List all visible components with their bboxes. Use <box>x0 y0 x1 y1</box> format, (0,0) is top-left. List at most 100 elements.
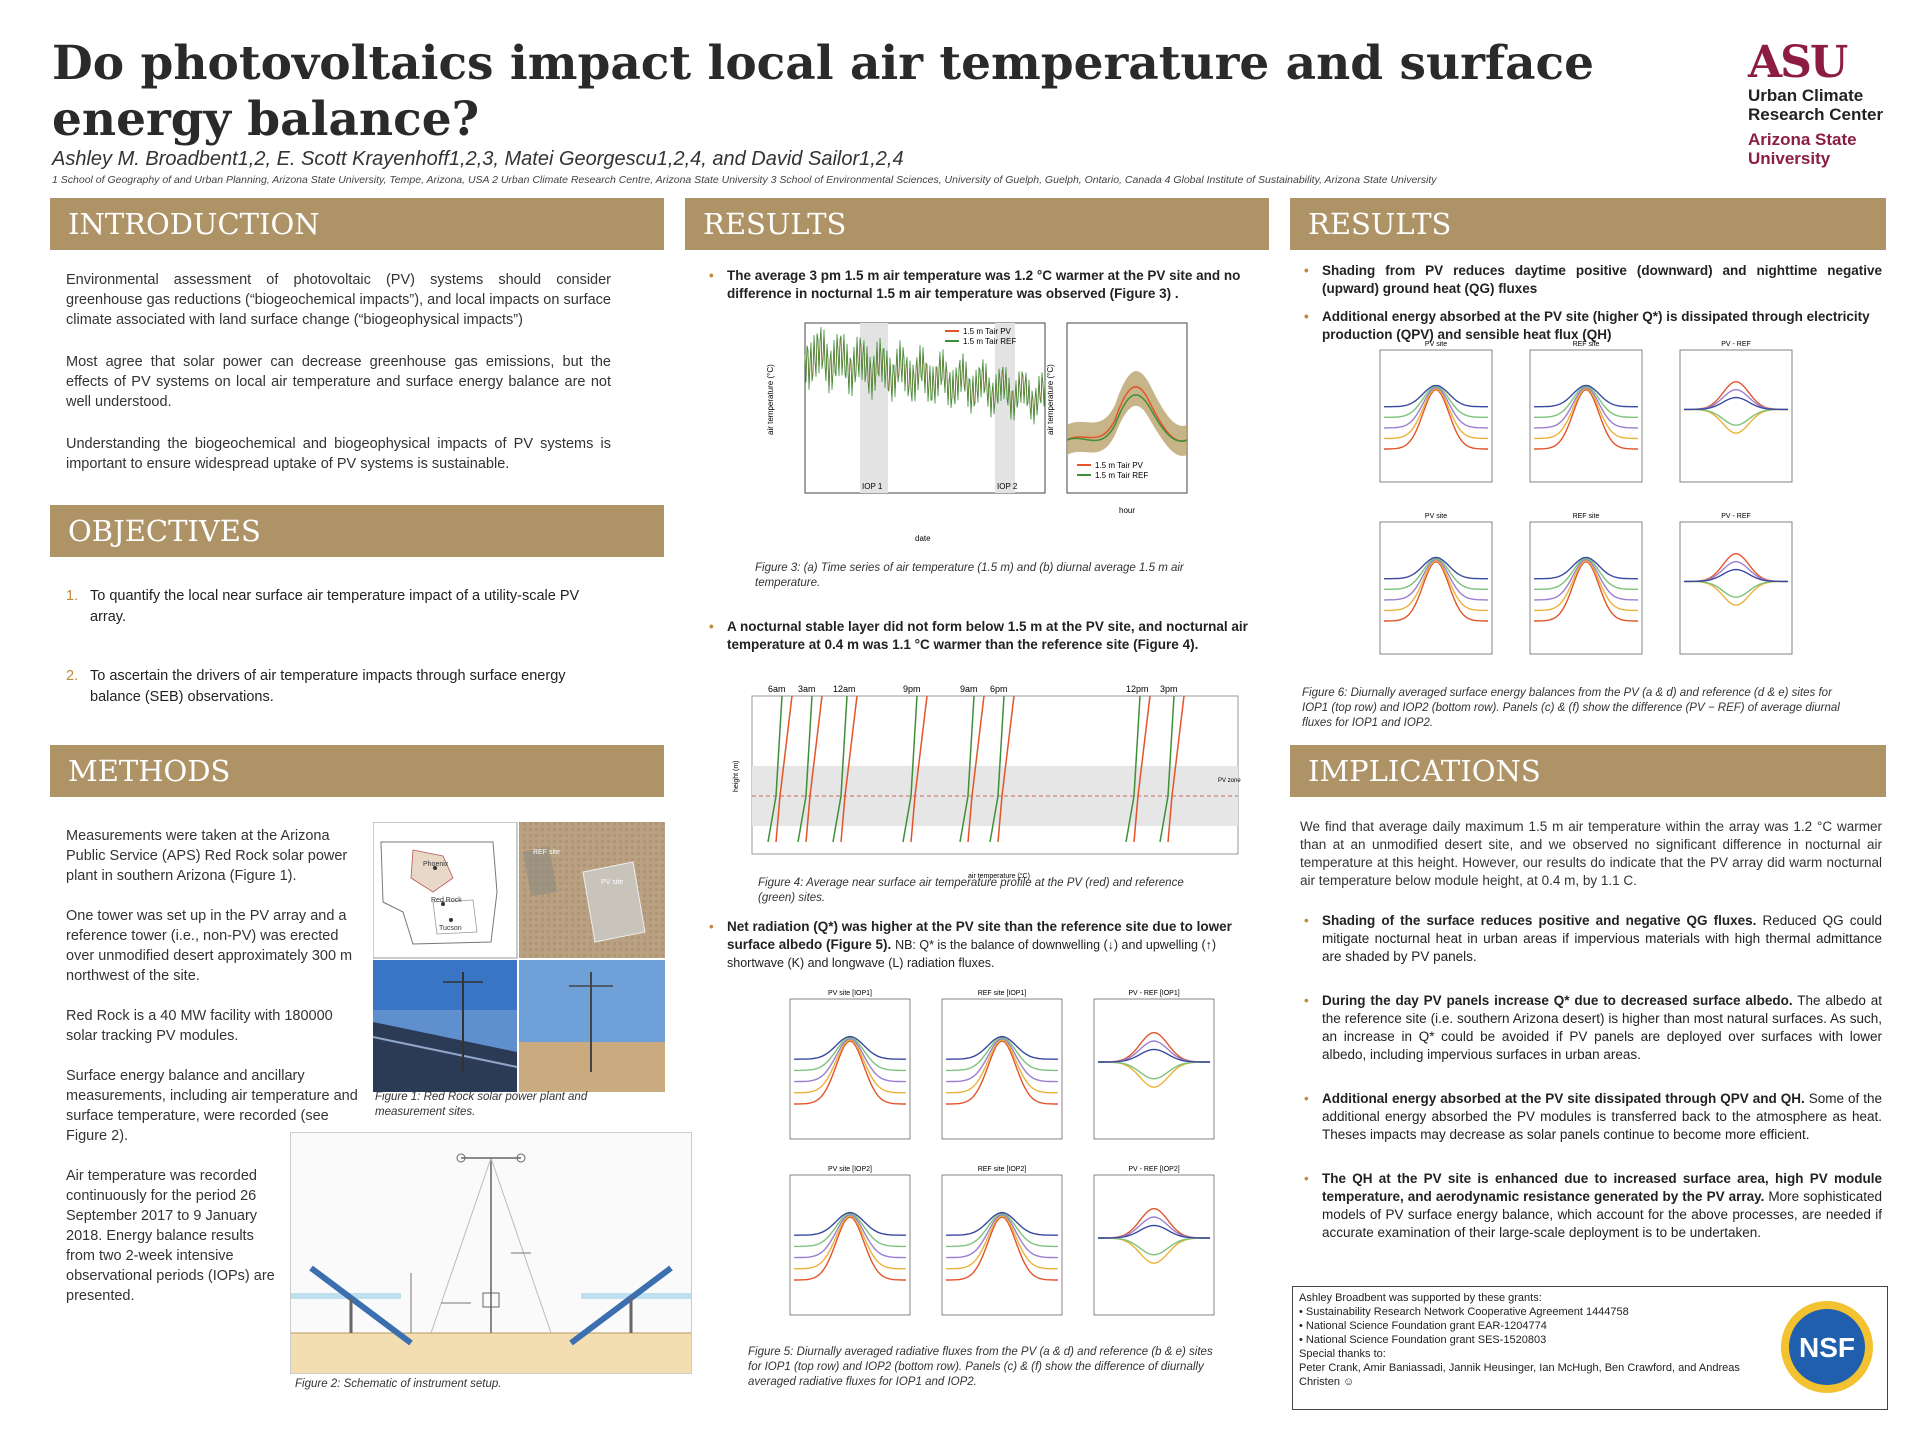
figure-4-caption: Figure 4: Average near surface air tempe… <box>758 877 1184 904</box>
panel-series <box>1098 1224 1210 1239</box>
results2-bullet: Additional energy absorbed at the PV sit… <box>1300 308 1882 344</box>
fig3-iop1-label: IOP 1 <box>862 482 883 491</box>
poster-title: Do photovoltaics impact local air temper… <box>52 36 1595 147</box>
implications-paragraph: We find that average daily maximum 1.5 m… <box>1300 819 1882 888</box>
implications-bullet: Additional energy absorbed at the PV sit… <box>1300 1090 1882 1144</box>
implications-bullets: Shading of the surface reduces positive … <box>1300 912 1882 1242</box>
objective-number: 1. <box>66 588 79 604</box>
map-label-phoenix: Phoenix <box>423 861 449 868</box>
panel-frame <box>1093 1174 1215 1316</box>
grant-text: National Science Foundation grant SES-15… <box>1305 1334 1547 1346</box>
implications-bullet-bold: Additional energy absorbed at the PV sit… <box>1322 1091 1805 1106</box>
methods-paragraph-2: One tower was set up in the PV array and… <box>66 908 353 984</box>
panel-series <box>1684 580 1788 598</box>
objectives-body: 1. To quantify the local near surface air… <box>66 586 611 746</box>
introduction-heading: INTRODUCTION <box>50 198 664 250</box>
panel-series <box>794 1039 906 1094</box>
results-bullet: Net radiation (Q*) was higher at the PV … <box>705 918 1250 972</box>
fig4-ref-profile <box>902 695 918 843</box>
methods-paragraph-3: Red Rock is a 40 MW facility with 180000… <box>66 1008 333 1044</box>
panel-frame <box>941 998 1063 1140</box>
objective-item: 2. To ascertain the drivers of air temper… <box>66 666 611 708</box>
implications-bullet: During the day PV panels increase Q* due… <box>1300 992 1882 1064</box>
fig4-ref-profile <box>767 695 783 843</box>
authors: Ashley M. Broadbent1,2, E. Scott Krayenh… <box>52 148 904 170</box>
results-heading-1: RESULTS <box>685 198 1269 250</box>
panel-series <box>794 1036 906 1072</box>
panel-series <box>1383 384 1489 408</box>
figure-3-caption: Figure 3: (a) Time series of air tempera… <box>755 562 1184 589</box>
acknowledgements-box: Ashley Broadbent was supported by these … <box>1292 1286 1888 1410</box>
asu-mark: ASU <box>1748 37 1848 88</box>
site-label-pv: PV site <box>601 879 623 886</box>
panel-frame <box>1529 521 1643 655</box>
site-label-ref: REF site <box>533 849 560 856</box>
logo-line-4: University <box>1748 149 1831 168</box>
panel-frame <box>1379 521 1493 655</box>
panel-frame <box>789 1174 911 1316</box>
asu-logo: ASU Urban Climate Research Center Arizon… <box>1748 37 1918 169</box>
panel-series <box>1534 558 1638 601</box>
panel-series <box>946 1212 1058 1248</box>
fig4-xlabel: air temperature (°C) <box>968 872 1030 880</box>
results-bullet: A nocturnal stable layer did not form be… <box>705 618 1250 654</box>
fig3-xlabel-a: date <box>915 534 931 543</box>
panel-series <box>794 1216 906 1281</box>
panel-series <box>1534 559 1638 612</box>
fig4-time-label: 6am <box>768 684 786 694</box>
implications-bullet-text: The albedo at the reference site (i.e. s… <box>1322 993 1882 1062</box>
panel-series <box>1384 559 1488 612</box>
panel-series <box>946 1036 1058 1072</box>
panel-series <box>794 1040 906 1105</box>
results-heading-2: RESULTS <box>1290 198 1886 250</box>
panel-frame <box>1529 349 1643 483</box>
panel-title: PV site [IOP2] <box>828 1166 872 1173</box>
fig4-time-label: 3am <box>798 684 816 694</box>
results-bullets-1: The average 3 pm 1.5 m air temperature w… <box>705 267 1250 313</box>
fig4-pv-profile <box>775 695 793 843</box>
fig4-time-label: 12pm <box>1126 684 1149 694</box>
panel-series <box>1384 387 1488 440</box>
methods-paragraph-5: Air temperature was recorded continuousl… <box>66 1168 275 1304</box>
fig3-legend-ref: 1.5 m Tair REF <box>963 337 1016 346</box>
fig4-ref-profile <box>1159 695 1175 843</box>
panel-title: PV site <box>1425 341 1447 348</box>
implications-heading: IMPLICATIONS <box>1290 745 1886 797</box>
panel-series <box>1534 385 1638 418</box>
fig4-time-label: 9pm <box>903 684 921 694</box>
panel-series <box>794 1212 906 1248</box>
fig4-pv-profile <box>997 695 1015 843</box>
fig4-pv-profile <box>1133 695 1151 843</box>
intro-paragraph-1: Environmental assessment of photovoltaic… <box>66 272 611 328</box>
panel-title: REF site <box>1573 341 1600 348</box>
fig4-pv-profile <box>805 695 823 843</box>
implications-bullet: The QH at the PV site is enhanced due to… <box>1300 1170 1882 1242</box>
fig4-time-label: 12am <box>833 684 856 694</box>
panel-series <box>1684 568 1788 583</box>
panel-series <box>1384 385 1488 418</box>
results-bullets-3: Net radiation (Q*) was higher at the PV … <box>705 918 1250 982</box>
figure-1-caption: Figure 1: Red Rock solar power plant and… <box>375 1091 588 1118</box>
panel-frame <box>1379 349 1493 483</box>
panel-series <box>946 1038 1058 1083</box>
fig3b-ylabel: air temperature (°C) <box>1046 364 1055 435</box>
fig4-ref-profile <box>797 695 813 843</box>
panel-series <box>946 1211 1058 1236</box>
fig4-pv-profile <box>967 695 985 843</box>
panel-series <box>1383 556 1489 580</box>
results2-bullet: Shading from PV reduces daytime positive… <box>1300 262 1882 298</box>
panel-series <box>1098 1237 1210 1256</box>
implications-bullet-text: More sophisticated models of PV surface … <box>1322 1189 1882 1240</box>
objective-text: To quantify the local near surface air t… <box>90 588 580 625</box>
panel-title: REF site <box>1573 513 1600 520</box>
panel-series <box>794 1211 906 1236</box>
introduction-body: Environmental assessment of photovoltaic… <box>66 270 611 474</box>
implications-body: We find that average daily maximum 1.5 m… <box>1300 818 1882 1242</box>
figure-2-graphic <box>291 1153 691 1373</box>
panel-series <box>946 1215 1058 1270</box>
objective-item: 1. To quantify the local near surface air… <box>66 586 611 628</box>
panel-frame <box>1679 349 1793 483</box>
methods-paragraph-4: Surface energy balance and ancillary mea… <box>66 1068 358 1144</box>
fig3-iop2-label: IOP 2 <box>997 482 1018 491</box>
logo-line-1: Urban Climate <box>1748 86 1864 105</box>
